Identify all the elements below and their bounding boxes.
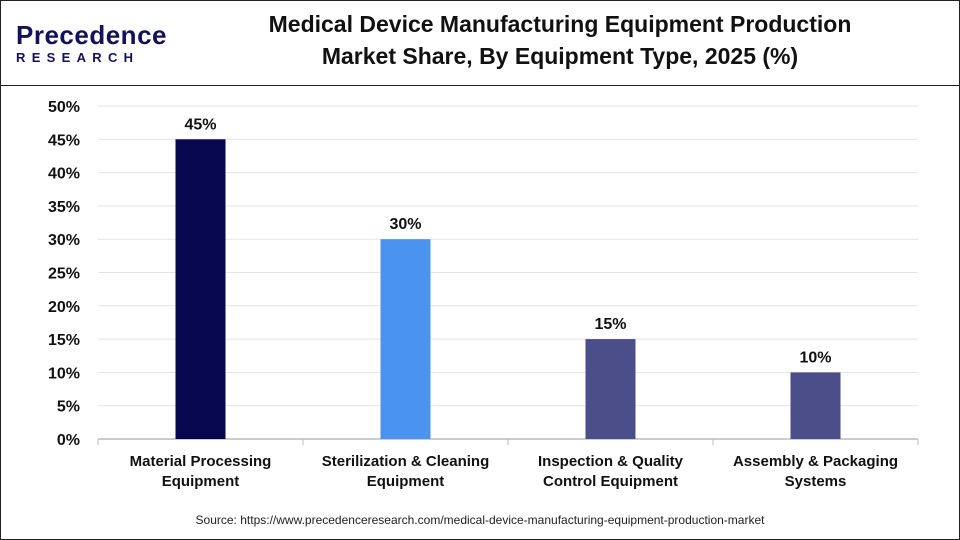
precedence-research-logo: Precedence RESEARCH: [16, 20, 167, 65]
data-label: 15%: [594, 316, 626, 333]
bar: [175, 139, 226, 440]
y-tick-label: 50%: [48, 99, 80, 116]
y-tick-label: 10%: [48, 365, 80, 382]
logo-subtitle: RESEARCH: [16, 50, 140, 65]
logo-wordmark: Precedence: [16, 20, 167, 50]
chart-title: Medical Device Manufacturing Equipment P…: [190, 8, 930, 72]
y-tick-label: 5%: [57, 399, 80, 416]
x-tick-label: Assembly & Packaging: [733, 453, 898, 470]
y-tick-label: 25%: [48, 266, 80, 283]
data-label: 45%: [184, 116, 216, 133]
y-tick-label: 45%: [48, 132, 80, 149]
x-tick-label: Material Processing: [130, 453, 272, 470]
data-label: 10%: [799, 349, 831, 366]
x-tick-label: Systems: [785, 473, 847, 490]
y-tick-label: 30%: [48, 232, 80, 249]
y-tick-label: 15%: [48, 332, 80, 349]
title-line-1: Medical Device Manufacturing Equipment P…: [268, 11, 852, 37]
header-divider: [0, 85, 960, 86]
x-tick-label: Inspection & Quality: [538, 453, 684, 470]
title-line-2: Market Share, By Equipment Type, 2025 (%…: [321, 43, 799, 69]
y-tick-label: 20%: [48, 299, 80, 316]
source-note: Source: https://www.precedenceresearch.c…: [195, 513, 765, 527]
x-tick-label: Equipment: [162, 473, 240, 490]
x-tick-label: Equipment: [367, 473, 445, 490]
x-tick-label: Control Equipment: [543, 473, 678, 490]
data-label: 30%: [389, 216, 421, 233]
y-tick-label: 40%: [48, 166, 80, 183]
y-tick-label: 35%: [48, 199, 80, 216]
x-tick-label: Sterilization & Cleaning: [322, 453, 490, 470]
bar: [790, 372, 841, 439]
bar: [585, 339, 636, 439]
y-tick-label: 0%: [57, 432, 80, 449]
bar: [380, 239, 431, 439]
